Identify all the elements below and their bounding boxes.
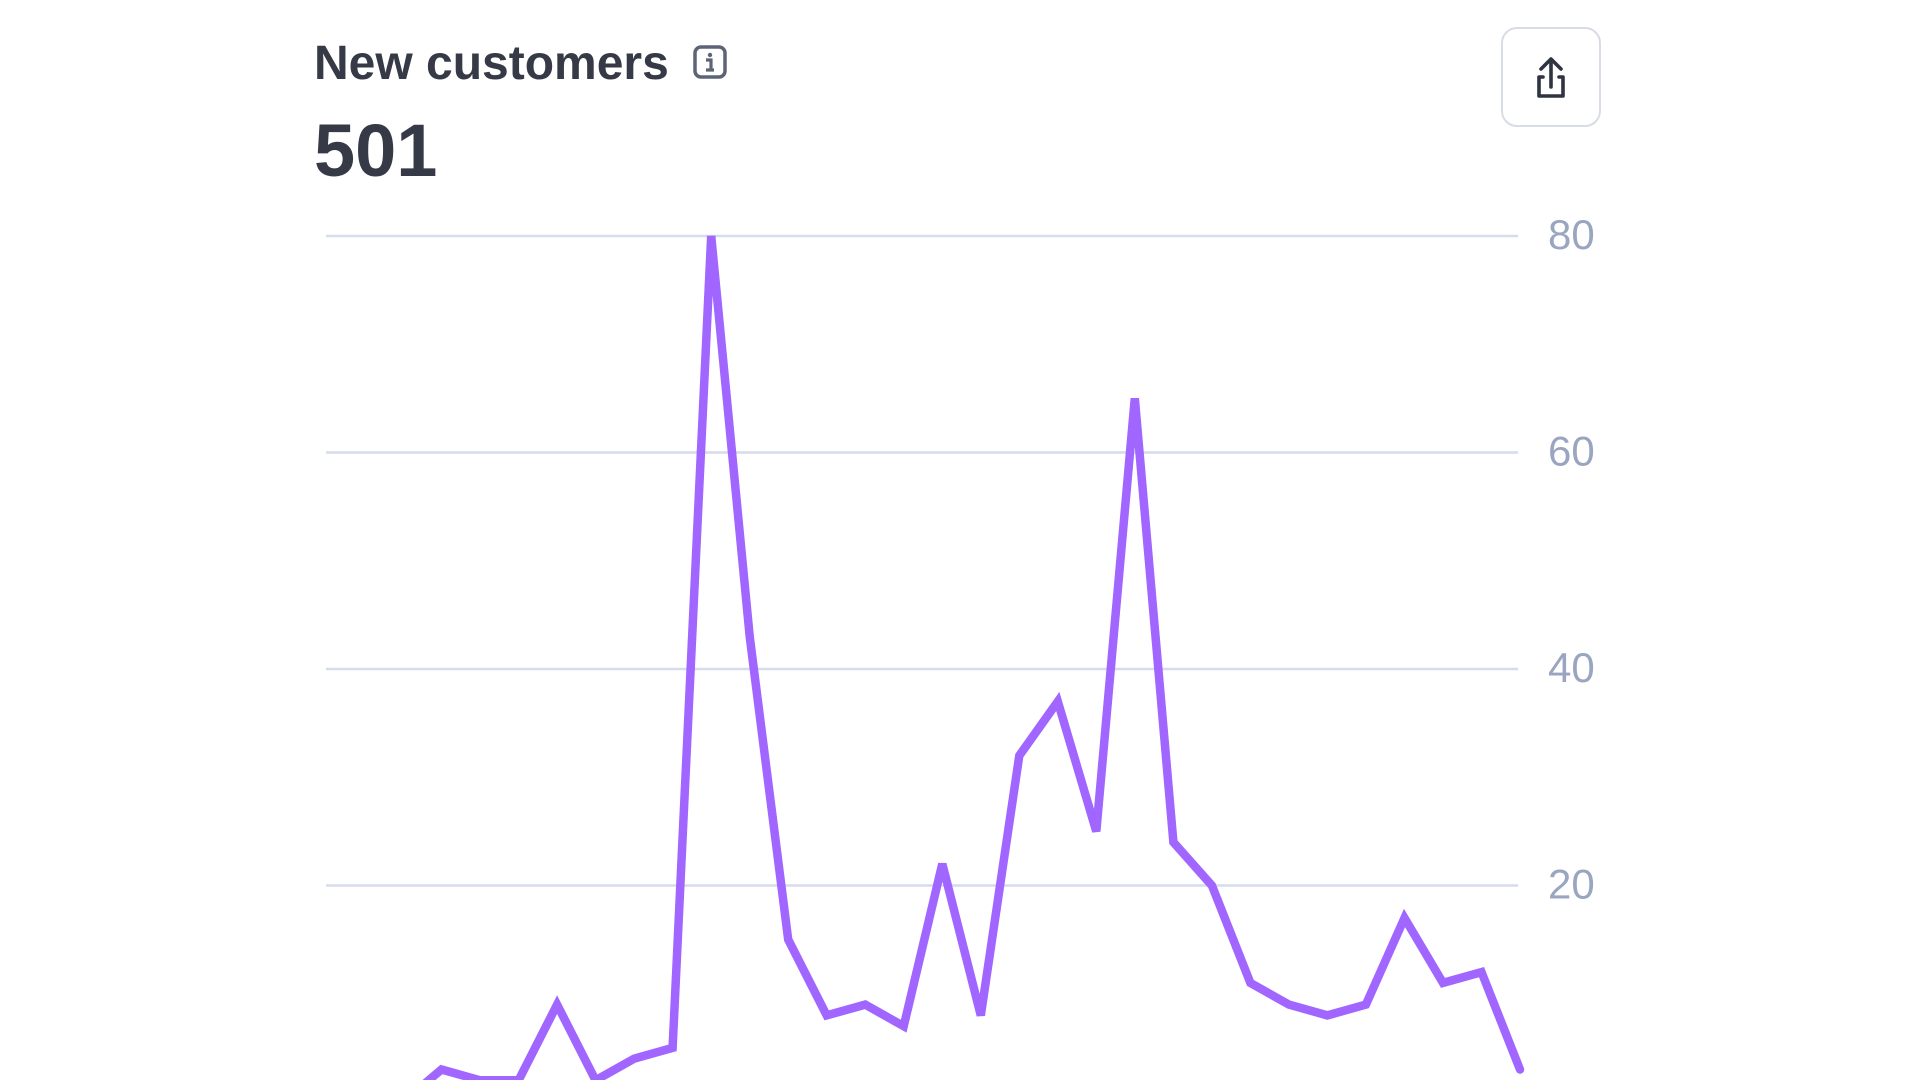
share-button[interactable] [1501, 27, 1601, 127]
card-title: New customers [314, 37, 669, 90]
y-tick-label: 80 [1548, 211, 1595, 258]
total-value: 501 [314, 109, 438, 192]
y-tick-label: 20 [1548, 861, 1595, 908]
info-icon[interactable] [692, 44, 728, 80]
y-tick-label: 40 [1548, 644, 1595, 691]
share-icon [1537, 57, 1565, 98]
data-line [422, 235, 1525, 1080]
y-tick-label: 60 [1548, 428, 1595, 475]
